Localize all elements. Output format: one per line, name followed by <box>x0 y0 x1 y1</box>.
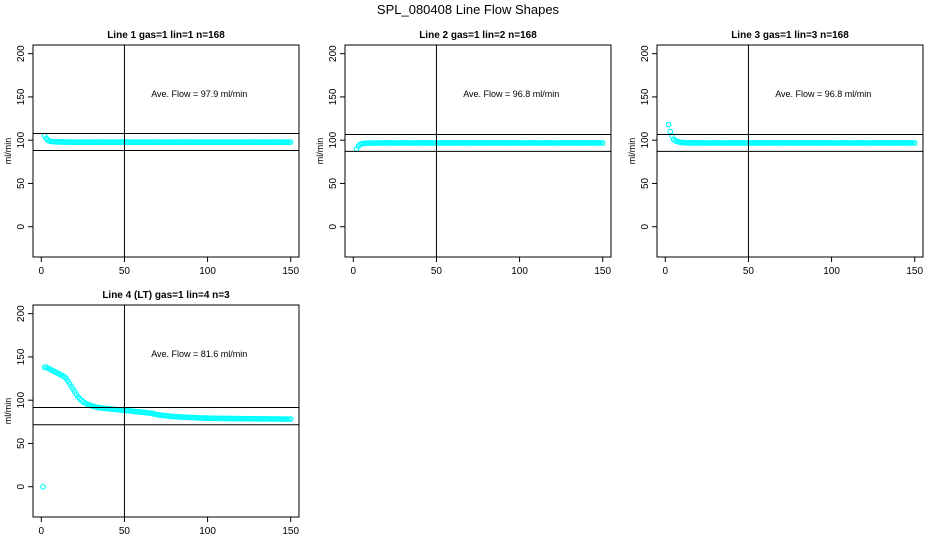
y-tick-label: 200 <box>16 305 27 322</box>
data-points <box>665 121 918 146</box>
x-tick-label: 50 <box>743 266 755 277</box>
plot-frame <box>32 304 300 518</box>
x-tick-label: 0 <box>351 266 357 277</box>
y-tick-label: 200 <box>328 45 339 62</box>
data-point <box>911 140 918 146</box>
chart-panel-1: Line 1 gas=1 lin=1 n=168 ml/min Ave. Flow … <box>3 30 300 277</box>
y-tick-label: 100 <box>328 131 339 148</box>
x-tick-label: 100 <box>199 266 216 277</box>
y-axis-label: ml/min <box>627 138 637 165</box>
x-tick-label: 50 <box>119 266 131 277</box>
y-tick-label: 50 <box>16 177 27 189</box>
figure-title: SPL_080408 Line Flow Shapes <box>377 2 560 17</box>
x-tick-label: 0 <box>39 266 45 277</box>
x-tick-label: 0 <box>39 526 45 537</box>
x-tick-label: 100 <box>823 266 840 277</box>
y-tick-label: 150 <box>328 88 339 105</box>
y-tick-label: 100 <box>640 131 651 148</box>
y-tick-label: 50 <box>16 437 27 449</box>
y-tick-label: 100 <box>16 131 27 148</box>
x-tick-label: 50 <box>431 266 443 277</box>
x-tick-label: 150 <box>282 266 299 277</box>
y-tick-label: 200 <box>16 45 27 62</box>
data-points <box>41 133 294 145</box>
chart-panel-3: Line 3 gas=1 lin=3 n=168 ml/min Ave. Flow … <box>627 30 924 277</box>
chart-panel-4: Line 4 (LT) gas=1 lin=4 n=3 ml/min Ave. Fl… <box>3 290 300 537</box>
average-flow-annotation: Ave. Flow = 81.6 ml/min <box>151 349 247 359</box>
data-point <box>665 121 672 128</box>
y-axis-label: ml/min <box>3 138 13 165</box>
plot-frame <box>656 44 924 258</box>
y-tick-label: 100 <box>16 391 27 408</box>
chart-title: Line 3 gas=1 lin=3 n=168 <box>731 30 849 41</box>
y-tick-label: 150 <box>16 348 27 365</box>
y-axis-label: ml/min <box>315 138 325 165</box>
average-flow-annotation: Ave. Flow = 96.8 ml/min <box>775 89 871 99</box>
y-tick-label: 0 <box>328 223 339 229</box>
data-point <box>599 140 606 146</box>
x-tick-label: 150 <box>594 266 611 277</box>
y-tick-label: 0 <box>16 483 27 489</box>
chart-title: Line 4 (LT) gas=1 lin=4 n=3 <box>102 290 230 301</box>
x-tick-label: 50 <box>119 526 131 537</box>
chart-title: Line 1 gas=1 lin=1 n=168 <box>107 30 225 41</box>
chart-panel-2: Line 2 gas=1 lin=2 n=168 ml/min Ave. Flow … <box>315 30 612 277</box>
x-tick-label: 150 <box>282 526 299 537</box>
y-tick-label: 0 <box>16 223 27 229</box>
average-flow-annotation: Ave. Flow = 96.8 ml/min <box>463 89 559 99</box>
data-point <box>287 139 294 145</box>
y-tick-label: 150 <box>16 88 27 105</box>
data-point <box>287 416 294 422</box>
y-tick-label: 50 <box>640 177 651 189</box>
plot-frame <box>32 44 300 258</box>
plot-frame <box>344 44 612 258</box>
x-tick-label: 0 <box>663 266 669 277</box>
y-axis-label: ml/min <box>3 398 13 425</box>
y-tick-label: 50 <box>328 177 339 189</box>
data-points <box>40 364 294 490</box>
x-tick-label: 100 <box>511 266 528 277</box>
x-tick-label: 150 <box>906 266 923 277</box>
average-flow-annotation: Ave. Flow = 97.9 ml/min <box>151 89 247 99</box>
x-tick-label: 100 <box>199 526 216 537</box>
data-points <box>353 140 606 152</box>
data-point <box>40 483 46 490</box>
chart-title: Line 2 gas=1 lin=2 n=168 <box>419 30 537 41</box>
y-tick-label: 0 <box>640 223 651 229</box>
y-tick-label: 150 <box>640 88 651 105</box>
y-tick-label: 200 <box>640 45 651 62</box>
